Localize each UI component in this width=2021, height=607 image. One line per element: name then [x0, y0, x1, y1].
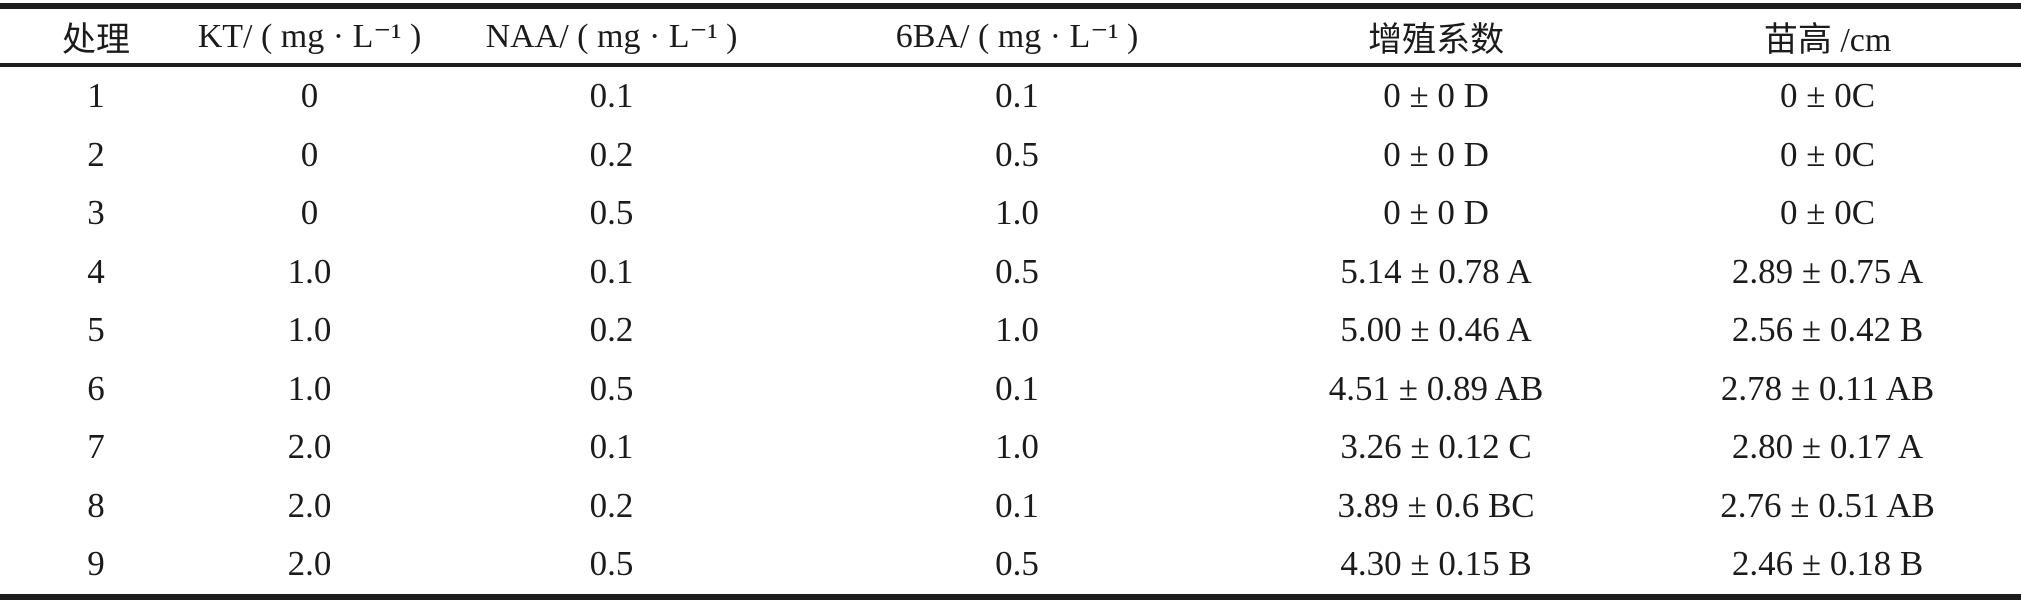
table-row: 3 0 0.5 1.0 0 ± 0 D 0 ± 0C — [0, 184, 2021, 243]
table-row: 7 2.0 0.1 1.0 3.26 ± 0.12 C 2.80 ± 0.17 A — [0, 418, 2021, 477]
column-header-height: 苗高 /cm — [1634, 6, 2021, 67]
cell-height: 2.46 ± 0.18 B — [1731, 544, 1924, 584]
cell-kt: 2.0 — [287, 544, 332, 584]
cell-6ba: 0.1 — [995, 76, 1039, 116]
cell-kt: 2.0 — [287, 427, 332, 467]
cell-naa: 0.5 — [589, 368, 634, 408]
cell-6ba: 0.5 — [995, 134, 1039, 174]
cell-height: 0 ± 0C — [1780, 193, 1876, 233]
cell-height: 2.89 ± 0.75 A — [1731, 251, 1924, 291]
table-row: 1 0 0.1 0.1 0 ± 0 D 0 ± 0C — [0, 65, 2021, 126]
cell-height: 2.80 ± 0.17 A — [1731, 427, 1924, 467]
column-header-prolif: 增殖系数 — [1238, 6, 1635, 67]
cell-prolif: 3.26 ± 0.12 C — [1340, 427, 1532, 467]
cell-kt: 0 — [300, 193, 319, 233]
table-row: 4 1.0 0.1 0.5 5.14 ± 0.78 A 2.89 ± 0.75 A — [0, 243, 2021, 302]
cell-kt: 0 — [300, 134, 319, 174]
cell-prolif: 0 ± 0 D — [1383, 193, 1489, 233]
cell-naa: 0.5 — [589, 544, 634, 584]
cell-naa: 0.1 — [589, 76, 634, 116]
cell-naa: 0.2 — [589, 310, 634, 350]
cell-treatment: 9 — [87, 544, 105, 584]
cell-naa: 0.1 — [589, 251, 634, 291]
cell-treatment: 7 — [87, 427, 105, 467]
cell-treatment: 6 — [87, 368, 105, 408]
table-row: 9 2.0 0.5 0.5 4.30 ± 0.15 B 2.46 ± 0.18 B — [0, 535, 2021, 597]
header-row: 处理 KT/ ( mg · L⁻¹ ) NAA/ ( mg · L⁻¹ ) 6B… — [0, 6, 2021, 67]
cell-treatment: 1 — [87, 76, 105, 116]
cell-6ba: 0.1 — [995, 485, 1039, 525]
cell-kt: 1.0 — [287, 251, 332, 291]
cell-naa: 0.2 — [589, 134, 634, 174]
cell-kt: 2.0 — [287, 485, 332, 525]
table-row: 6 1.0 0.5 0.1 4.51 ± 0.89 AB 2.78 ± 0.11 AB — [0, 360, 2021, 419]
cell-height: 2.76 ± 0.51 AB — [1720, 485, 1935, 525]
cell-prolif: 0 ± 0 D — [1383, 76, 1489, 116]
cell-height: 0 ± 0C — [1780, 76, 1876, 116]
cell-6ba: 1.0 — [995, 193, 1039, 233]
cell-6ba: 0.1 — [995, 368, 1039, 408]
cell-treatment: 3 — [87, 193, 105, 233]
column-header-naa: NAA/ ( mg · L⁻¹ ) — [427, 6, 797, 67]
cell-6ba: 1.0 — [995, 310, 1039, 350]
cell-naa: 0.2 — [589, 485, 634, 525]
cell-prolif: 4.30 ± 0.15 B — [1340, 544, 1532, 584]
cell-treatment: 2 — [87, 134, 105, 174]
cell-height: 0 ± 0C — [1780, 134, 1876, 174]
cell-prolif: 3.89 ± 0.6 BC — [1337, 485, 1535, 525]
column-header-kt: KT/ ( mg · L⁻¹ ) — [191, 6, 428, 67]
treatment-results-table: 处理 KT/ ( mg · L⁻¹ ) NAA/ ( mg · L⁻¹ ) 6B… — [0, 3, 2021, 600]
cell-height: 2.78 ± 0.11 AB — [1720, 368, 1935, 408]
cell-6ba: 0.5 — [995, 251, 1039, 291]
table-row: 2 0 0.2 0.5 0 ± 0 D 0 ± 0C — [0, 126, 2021, 185]
cell-treatment: 5 — [87, 310, 105, 350]
cell-kt: 0 — [300, 76, 319, 116]
cell-naa: 0.1 — [589, 427, 634, 467]
column-header-treatment: 处理 — [0, 6, 192, 67]
cell-height: 2.56 ± 0.42 B — [1731, 310, 1924, 350]
table-row: 8 2.0 0.2 0.1 3.89 ± 0.6 BC 2.76 ± 0.51 AB — [0, 477, 2021, 536]
table-body: 1 0 0.1 0.1 0 ± 0 D 0 ± 0C 2 0 0.2 0.5 0 ± 0 D 0 ± … — [0, 65, 2021, 597]
cell-prolif: 5.00 ± 0.46 A — [1340, 310, 1532, 350]
cell-prolif: 0 ± 0 D — [1383, 134, 1489, 174]
cell-prolif: 4.51 ± 0.89 AB — [1328, 368, 1544, 408]
table-row: 5 1.0 0.2 1.0 5.00 ± 0.46 A 2.56 ± 0.42 B — [0, 301, 2021, 360]
cell-6ba: 1.0 — [995, 427, 1039, 467]
cell-prolif: 5.14 ± 0.78 A — [1340, 251, 1532, 291]
cell-6ba: 0.5 — [995, 544, 1039, 584]
cell-naa: 0.5 — [589, 193, 634, 233]
table-header: 处理 KT/ ( mg · L⁻¹ ) NAA/ ( mg · L⁻¹ ) 6B… — [0, 6, 2021, 67]
cell-treatment: 8 — [87, 485, 105, 525]
cell-kt: 1.0 — [287, 310, 332, 350]
cell-kt: 1.0 — [287, 368, 332, 408]
cell-treatment: 4 — [87, 251, 105, 291]
column-header-6ba: 6BA/ ( mg · L⁻¹ ) — [796, 6, 1239, 67]
